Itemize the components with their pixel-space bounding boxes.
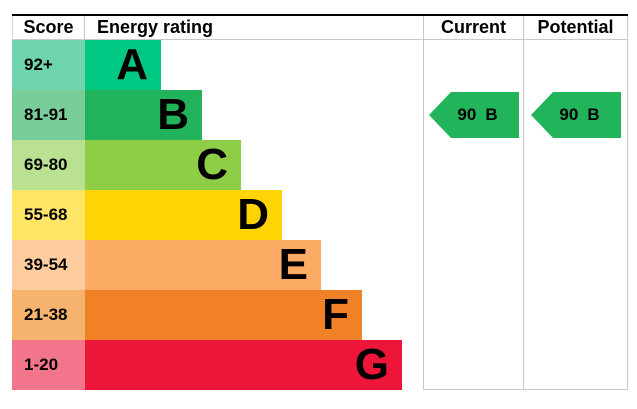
potential-score-value: 90 bbox=[559, 105, 579, 124]
band-bar-d: D bbox=[85, 190, 282, 240]
current-rating-arrow: 90 B bbox=[428, 92, 519, 138]
band-bar-f: F bbox=[85, 290, 362, 340]
band-bar-b: B bbox=[85, 90, 202, 140]
energy-rating-column-header: Energy rating bbox=[97, 17, 214, 37]
left-arrow-icon bbox=[428, 92, 519, 138]
band-bar-a: A bbox=[85, 40, 161, 90]
current-column-header: Current bbox=[423, 16, 523, 39]
chart-body: 92+ A 81-91 B 69-80 C 55-68 D 39-54 E 21… bbox=[12, 40, 628, 390]
band-score-b: 81-91 bbox=[12, 90, 85, 140]
band-row-f: 21-38 F bbox=[12, 290, 628, 340]
current-score-value: 90 bbox=[457, 105, 477, 124]
band-row-c: 69-80 C bbox=[12, 140, 628, 190]
band-row-d: 55-68 D bbox=[12, 190, 628, 240]
score-column-header: Score bbox=[13, 16, 85, 39]
band-score-f: 21-38 bbox=[12, 290, 85, 340]
current-band-letter: B bbox=[485, 105, 498, 124]
band-row-e: 39-54 E bbox=[12, 240, 628, 290]
band-score-c: 69-80 bbox=[12, 140, 85, 190]
potential-rating-arrow: 90 B bbox=[530, 92, 621, 138]
band-row-b: 81-91 B bbox=[12, 90, 628, 140]
current-column: 90 B bbox=[423, 40, 523, 390]
potential-column: 90 B bbox=[523, 40, 628, 390]
potential-column-header: Potential bbox=[523, 16, 628, 39]
potential-rating-label: 90 B bbox=[531, 92, 621, 138]
left-arrow-icon bbox=[530, 92, 621, 138]
current-rating-label: 90 B bbox=[429, 92, 519, 138]
band-score-d: 55-68 bbox=[12, 190, 85, 240]
band-score-a: 92+ bbox=[12, 40, 85, 90]
band-row-a: 92+ A bbox=[12, 40, 628, 90]
band-row-g: 1-20 G bbox=[12, 340, 628, 390]
epc-rating-chart: Score Energy rating Current Potential 92… bbox=[12, 14, 628, 390]
band-bar-g: G bbox=[85, 340, 402, 390]
band-score-g: 1-20 bbox=[12, 340, 85, 390]
band-score-e: 39-54 bbox=[12, 240, 85, 290]
potential-band-letter: B bbox=[587, 105, 600, 124]
chart-header: Score Energy rating Current Potential bbox=[12, 16, 628, 40]
band-bar-c: C bbox=[85, 140, 241, 190]
band-bar-e: E bbox=[85, 240, 321, 290]
